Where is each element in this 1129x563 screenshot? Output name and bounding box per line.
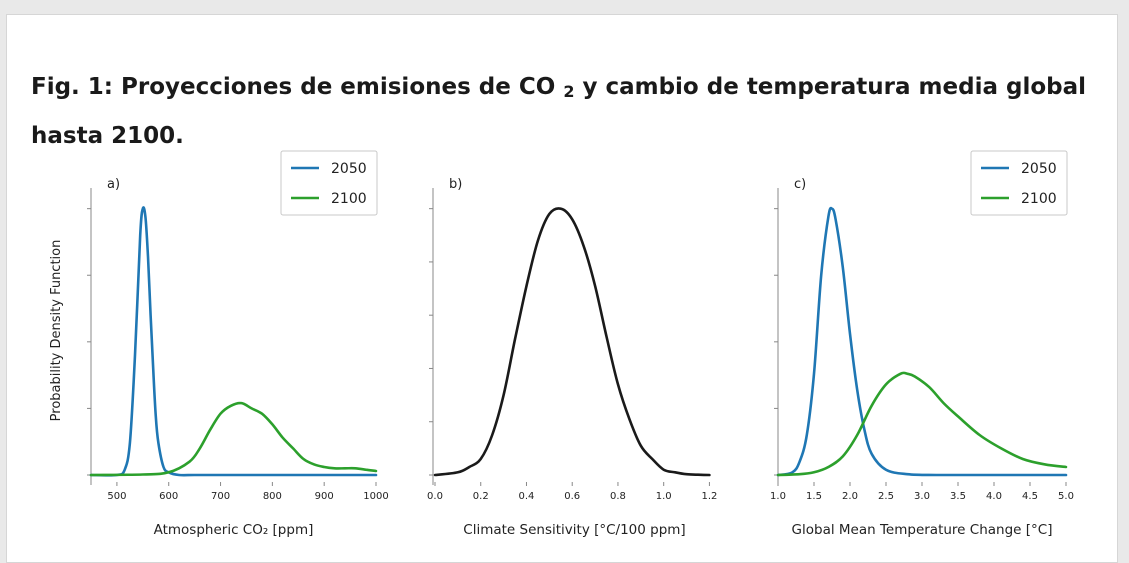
x-axis-label: Global Mean Temperature Change [°C] (792, 522, 1053, 538)
figure-title: Fig. 1: Proyecciones de emisiones de CO … (31, 65, 1111, 159)
legend-entry: 2100 (1021, 191, 1057, 207)
x-tick-label: 4.0 (986, 491, 1002, 502)
x-tick-label: 3.0 (914, 491, 930, 502)
x-tick-label: 5.0 (1058, 491, 1074, 502)
x-tick-label: 2.5 (878, 491, 894, 502)
chart-panel-2: 0.0 0.2 0.4 0.6 0.8 1.0 1.2 b) Climate Sensitivi… (427, 177, 717, 538)
title-text-part1: Fig. 1: Proyecciones de emisiones de CO (31, 74, 556, 100)
x-tick-label: 500 (107, 491, 126, 502)
x-tick-label: 0.6 (564, 491, 580, 502)
x-tick-label: 0.4 (519, 491, 535, 502)
x-tick-label: 800 (263, 491, 282, 502)
chart-panel-3: 1.0 1.5 2.0 2.5 3.0 3.5 4.0 4.5 5.0 c) Global Mean… (770, 150, 1074, 538)
series-line-2050 (776, 206, 1068, 477)
series-line-distribution (433, 207, 711, 477)
x-tick-label: 1000 (363, 491, 388, 502)
x-tick-label: 1.0 (770, 491, 786, 502)
legend: 2050 2100 (280, 150, 378, 216)
figure-card: Fig. 1: Proyecciones de emisiones de CO … (6, 14, 1118, 563)
y-axis-label: Probability Density Function (49, 240, 64, 422)
x-tick-label: 1.5 (806, 491, 822, 502)
x-tick-label: 2.0 (842, 491, 858, 502)
x-tick-label: 600 (159, 491, 178, 502)
panel-label: b) (449, 177, 462, 192)
x-tick-label: 1.2 (701, 491, 717, 502)
series-line-2100 (89, 401, 378, 477)
title-text-part2: y cambio de temperatura media global has… (31, 74, 1086, 149)
panel-label: a) (107, 177, 120, 192)
x-tick-label: 3.5 (950, 491, 966, 502)
x-tick-label: 4.5 (1022, 491, 1038, 502)
title-subscript: 2 (563, 82, 575, 101)
x-axis-label: Climate Sensitivity [°C/100 ppm] (463, 522, 685, 538)
chart-panel-1: 500 600 700 800 900 1000 a) Atmospheric CO₂ [pp… (49, 150, 389, 538)
x-tick-label: 1.0 (656, 491, 672, 502)
x-tick-label: 0.8 (610, 491, 626, 502)
x-tick-label: 900 (315, 491, 334, 502)
series-line-2100 (776, 371, 1068, 477)
legend-entry: 2050 (331, 161, 367, 177)
x-tick-label: 700 (211, 491, 230, 502)
x-tick-label: 0.2 (473, 491, 489, 502)
x-tick-label: 0.0 (427, 491, 443, 502)
legend: 2050 2100 (970, 150, 1068, 216)
legend-entry: 2100 (331, 191, 367, 207)
series-line-2050 (89, 206, 378, 477)
panel-label: c) (794, 177, 806, 192)
legend-entry: 2050 (1021, 161, 1057, 177)
x-axis-label: Atmospheric CO₂ [ppm] (154, 522, 314, 538)
